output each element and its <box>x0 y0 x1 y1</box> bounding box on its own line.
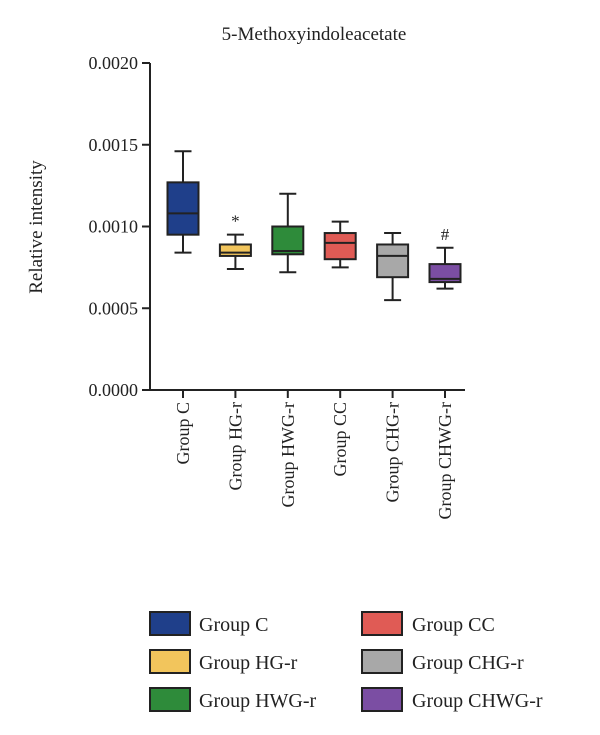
box-group-chwg-r: # <box>428 225 462 290</box>
legend-item: Group C <box>149 611 268 636</box>
legend-swatch <box>149 611 191 636</box>
legend-swatch <box>149 687 191 712</box>
legend-label: Group HWG-r <box>199 690 317 712</box>
y-axis-label: Relative intensity <box>26 160 47 294</box>
legend-swatch <box>149 649 191 674</box>
significance-mark: * <box>231 212 240 231</box>
y-tick-label: 0.0010 <box>89 217 139 237</box>
y-tick-label: 0.0020 <box>89 53 139 73</box>
box-group-cc <box>323 220 357 269</box>
legend-label: Group CHWG-r <box>412 690 543 712</box>
legend-label: Group HG-r <box>199 652 298 674</box>
x-tick-label: Group HG-r <box>225 402 245 490</box>
legend-label: Group C <box>199 614 268 636</box>
box-iqr <box>323 232 357 261</box>
chart-title: 5-Methoxyindoleacetate <box>222 24 407 45</box>
axes: 0.0000 0.0005 0.0010 0.0015 0.0020 <box>89 53 465 400</box>
box-group-c <box>166 150 200 254</box>
legend-label: Group CHG-r <box>412 652 524 674</box>
legend-item: Group CHG-r <box>361 649 524 674</box>
box-iqr <box>376 243 410 279</box>
x-tick-label: Group HWG-r <box>278 402 298 507</box>
y-tick-label: 0.0000 <box>89 380 139 400</box>
box-iqr <box>271 225 305 256</box>
legend-item: Group CC <box>361 611 495 636</box>
significance-mark: # <box>441 225 450 244</box>
legend-swatch <box>361 611 403 636</box>
legend-item: Group HG-r <box>149 649 298 674</box>
y-tick-label: 0.0005 <box>89 298 139 318</box>
legend-swatch <box>361 649 403 674</box>
x-tick-label: Group CHWG-r <box>435 402 455 519</box>
boxes: *# <box>166 150 462 302</box>
legend-item: Group HWG-r <box>149 687 317 712</box>
y-tick-label: 0.0015 <box>89 135 139 155</box>
x-tick-label: Group C <box>173 402 193 465</box>
legend-swatch <box>361 687 403 712</box>
box-group-hg-r: * <box>218 212 252 271</box>
x-tick-label: Group CC <box>330 402 350 477</box>
box-group-hwg-r <box>271 192 305 274</box>
x-tick-labels: Group C Group HG-r Group HWG-r Group CC Grou… <box>173 390 455 519</box>
box-group-chg-r <box>376 232 410 302</box>
legend: Group C Group HG-r Group HWG-r Group CC Grou… <box>149 611 543 712</box>
box-iqr <box>428 263 462 284</box>
x-tick-label: Group CHG-r <box>383 402 403 503</box>
box-iqr <box>218 243 252 257</box>
legend-label: Group CC <box>412 614 495 636</box>
legend-item: Group CHWG-r <box>361 687 543 712</box>
box-iqr <box>166 181 200 236</box>
